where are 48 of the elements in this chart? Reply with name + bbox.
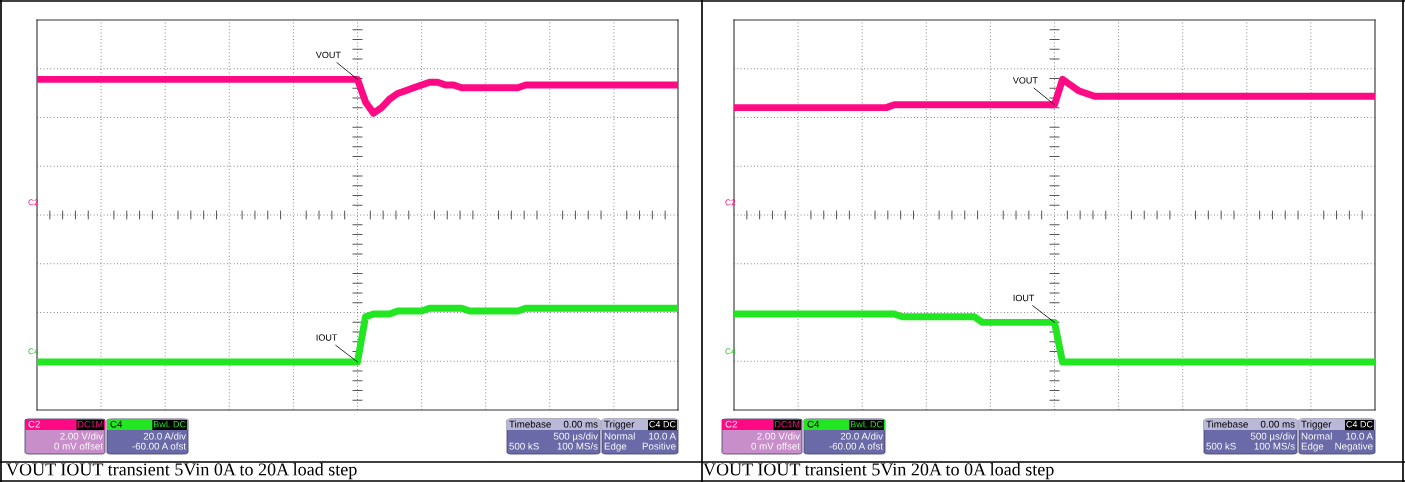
text: 500 µs/div — [553, 432, 598, 442]
text: Normal — [604, 432, 635, 440]
text: 0 mV offset — [751, 442, 800, 450]
text: 500 µs/div — [1250, 432, 1295, 442]
text: 0.00 ms — [563, 420, 598, 428]
text: -60.00 A ofst — [132, 442, 186, 450]
text: C2 — [725, 420, 737, 428]
text: Normal — [1301, 432, 1332, 440]
text: C4 — [110, 420, 123, 428]
text: VOUT IOUT transient 5Vin 20A to 0A load step — [703, 462, 1054, 480]
text: C2 — [28, 420, 40, 428]
text: IOUT — [316, 334, 338, 341]
text: Timebase — [1206, 420, 1248, 428]
text: C4 DC — [649, 421, 676, 428]
text: 2.00 V/div — [60, 432, 103, 440]
text: -60.00 A ofst — [829, 442, 883, 450]
text: Trigger — [604, 420, 635, 430]
text: C4 DC — [1346, 421, 1373, 428]
annotation: C2 — [725, 199, 736, 206]
text: C4 — [807, 420, 820, 428]
text: 0 mV offset — [54, 442, 103, 450]
text: Trigger — [1301, 420, 1332, 430]
text: Edge — [1301, 442, 1324, 452]
text: 20.0 A/div — [143, 432, 186, 440]
text: DC1M — [775, 421, 800, 428]
text: 0.00 ms — [1260, 420, 1295, 428]
annotation: C4 — [28, 348, 39, 355]
text: 100 MS/s — [1254, 442, 1295, 450]
text: 20.0 A/div — [840, 432, 883, 440]
annotation: C2 — [28, 199, 39, 206]
text: BwL DC — [850, 421, 883, 428]
text: DC1M — [78, 421, 103, 428]
text: VOUT — [1012, 77, 1038, 84]
text: 500 kS — [509, 442, 539, 450]
text: 100 MS/s — [557, 442, 598, 450]
text: VOUT — [315, 51, 341, 59]
text: 2.00 V/div — [757, 432, 800, 440]
text: Edge — [604, 442, 627, 452]
text: 10.0 A — [649, 432, 676, 440]
text: Negative — [1335, 442, 1373, 452]
text: VOUT IOUT transient 5Vin 0A to 20A load step — [6, 462, 357, 480]
annotation: C4 — [725, 348, 736, 355]
text: Timebase — [509, 420, 551, 428]
text: 500 kS — [1206, 442, 1236, 450]
text: 10.0 A — [1346, 432, 1373, 440]
text: Positive — [642, 442, 676, 450]
text: IOUT — [1013, 294, 1035, 302]
text: BwL DC — [153, 421, 186, 428]
